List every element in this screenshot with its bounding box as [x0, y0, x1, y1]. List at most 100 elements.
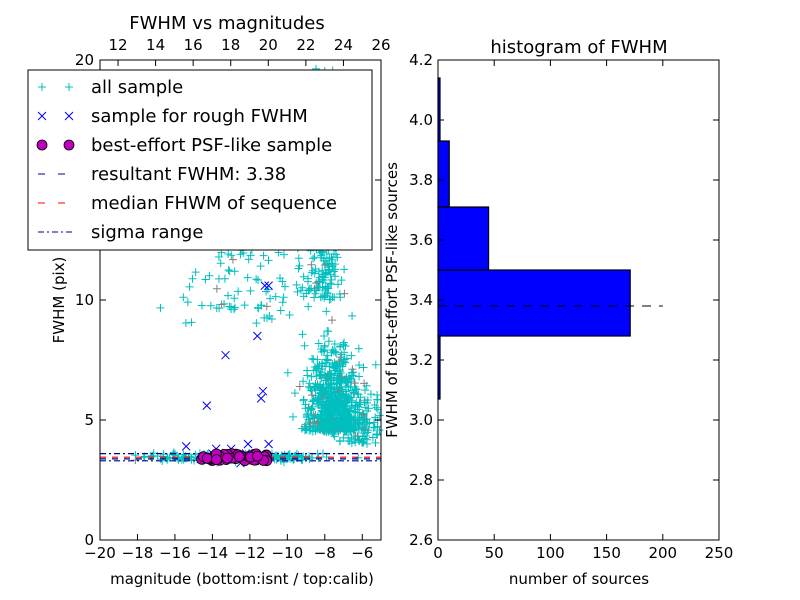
all-sample-point	[316, 370, 325, 379]
all-sample-point	[321, 372, 330, 381]
rough-sample-point	[202, 401, 212, 410]
all-sample-point	[185, 282, 194, 291]
all-sample-point	[339, 415, 348, 424]
all-sample-point	[333, 280, 342, 289]
all-sample-point	[217, 300, 226, 309]
all-sample-point	[353, 432, 362, 441]
all-sample-point	[321, 414, 330, 423]
all-sample-point	[333, 400, 342, 409]
all-sample-point	[191, 450, 200, 459]
all-sample-point	[212, 284, 221, 293]
all-sample-point	[315, 283, 324, 292]
all-sample-point	[318, 390, 327, 399]
all-sample-point	[324, 392, 333, 401]
x-tick-label: −6	[351, 544, 373, 562]
scatter-ylabel: FWHM (pix)	[50, 257, 68, 344]
all-sample-point	[320, 332, 329, 341]
all-sample-point	[280, 282, 289, 291]
legend-box	[27, 69, 373, 251]
all-sample-point	[311, 289, 320, 298]
all-sample-point	[342, 354, 351, 363]
all-sample-point	[310, 253, 319, 262]
y-tick-label: 4.2	[409, 51, 433, 69]
rough-sample-point	[260, 281, 270, 290]
all-sample-point	[320, 293, 329, 302]
legend-circle-marker	[36, 139, 48, 151]
scatter-plot: FWHM vs magnitudes magnitude (bottom:isn…	[50, 13, 391, 588]
scatter-xlabel: magnitude (bottom:isnt / top:calib)	[110, 570, 374, 588]
all-sample-point	[327, 370, 336, 379]
all-sample-point	[351, 402, 360, 411]
all-sample-point	[355, 398, 364, 407]
y-tick-label: 3.4	[409, 291, 433, 309]
y-tick-label: 20	[75, 51, 94, 69]
all-sample-point	[321, 269, 330, 278]
all-sample-point	[348, 311, 357, 320]
all-sample-point	[323, 403, 332, 412]
y-tick-label: 2.6	[409, 531, 433, 549]
all-sample-point	[363, 418, 372, 427]
all-sample-point	[214, 252, 223, 261]
all-sample-point	[312, 366, 321, 375]
all-sample-point	[355, 361, 364, 370]
all-sample-point	[299, 377, 308, 386]
all-sample-point	[252, 319, 261, 328]
all-sample-point	[216, 259, 225, 268]
top-x-tick-label: 24	[334, 36, 353, 54]
all-sample-point	[322, 307, 331, 316]
all-sample-point	[340, 265, 349, 274]
all-sample-point	[322, 399, 331, 408]
all-sample-point	[320, 343, 329, 352]
all-sample-point	[303, 277, 312, 286]
all-sample-point	[301, 404, 310, 413]
all-sample-point	[320, 261, 329, 270]
all-sample-point	[314, 339, 323, 348]
all-sample-point	[201, 275, 210, 284]
all-sample-point	[322, 358, 331, 367]
legend-label-4: median FHWM of sequence	[91, 193, 337, 214]
legend-label-2: best-effort PSF-like sample	[91, 135, 332, 156]
all-sample-point	[262, 302, 271, 311]
all-sample-point	[330, 384, 339, 393]
all-sample-point	[304, 286, 313, 295]
all-sample-point	[296, 286, 305, 295]
all-sample-point	[306, 426, 315, 435]
all-sample-point	[335, 437, 344, 446]
all-sample-point	[319, 347, 328, 356]
all-sample-point	[223, 291, 232, 300]
all-sample-point	[345, 395, 354, 404]
all-sample-point	[299, 272, 308, 281]
all-sample-point	[280, 250, 289, 259]
all-sample-point	[256, 262, 265, 271]
all-sample-point	[228, 255, 237, 264]
all-sample-point	[243, 273, 252, 282]
all-sample-point	[313, 362, 322, 371]
y-tick-label: 3.0	[409, 411, 433, 429]
all-sample-point	[310, 269, 319, 278]
all-sample-point	[246, 286, 255, 295]
all-sample-point	[335, 378, 344, 387]
all-sample-point	[264, 256, 273, 265]
all-sample-point	[188, 274, 197, 283]
all-sample-point	[254, 275, 263, 284]
all-sample-point	[214, 274, 223, 283]
all-sample-point	[337, 355, 346, 364]
all-sample-point	[355, 372, 364, 381]
all-sample-point	[373, 429, 382, 438]
histogram-xlabel: number of sources	[509, 570, 649, 588]
legend-circle-marker	[63, 139, 75, 151]
all-sample-point	[351, 438, 360, 447]
all-sample-point	[309, 355, 318, 364]
x-tick-label: 100	[536, 544, 565, 562]
all-sample-point	[308, 391, 317, 400]
all-sample-point	[322, 387, 331, 396]
x-tick-label: −12	[234, 544, 266, 562]
all-sample-point	[314, 401, 323, 410]
top-x-tick-label: 18	[221, 36, 240, 54]
legend-label-3: resultant FWHM: 3.38	[91, 164, 286, 185]
all-sample-point	[224, 266, 233, 275]
all-sample-point	[323, 326, 332, 335]
all-sample-point	[362, 432, 371, 441]
legend-x-marker	[37, 111, 47, 121]
all-sample-point	[327, 410, 336, 419]
